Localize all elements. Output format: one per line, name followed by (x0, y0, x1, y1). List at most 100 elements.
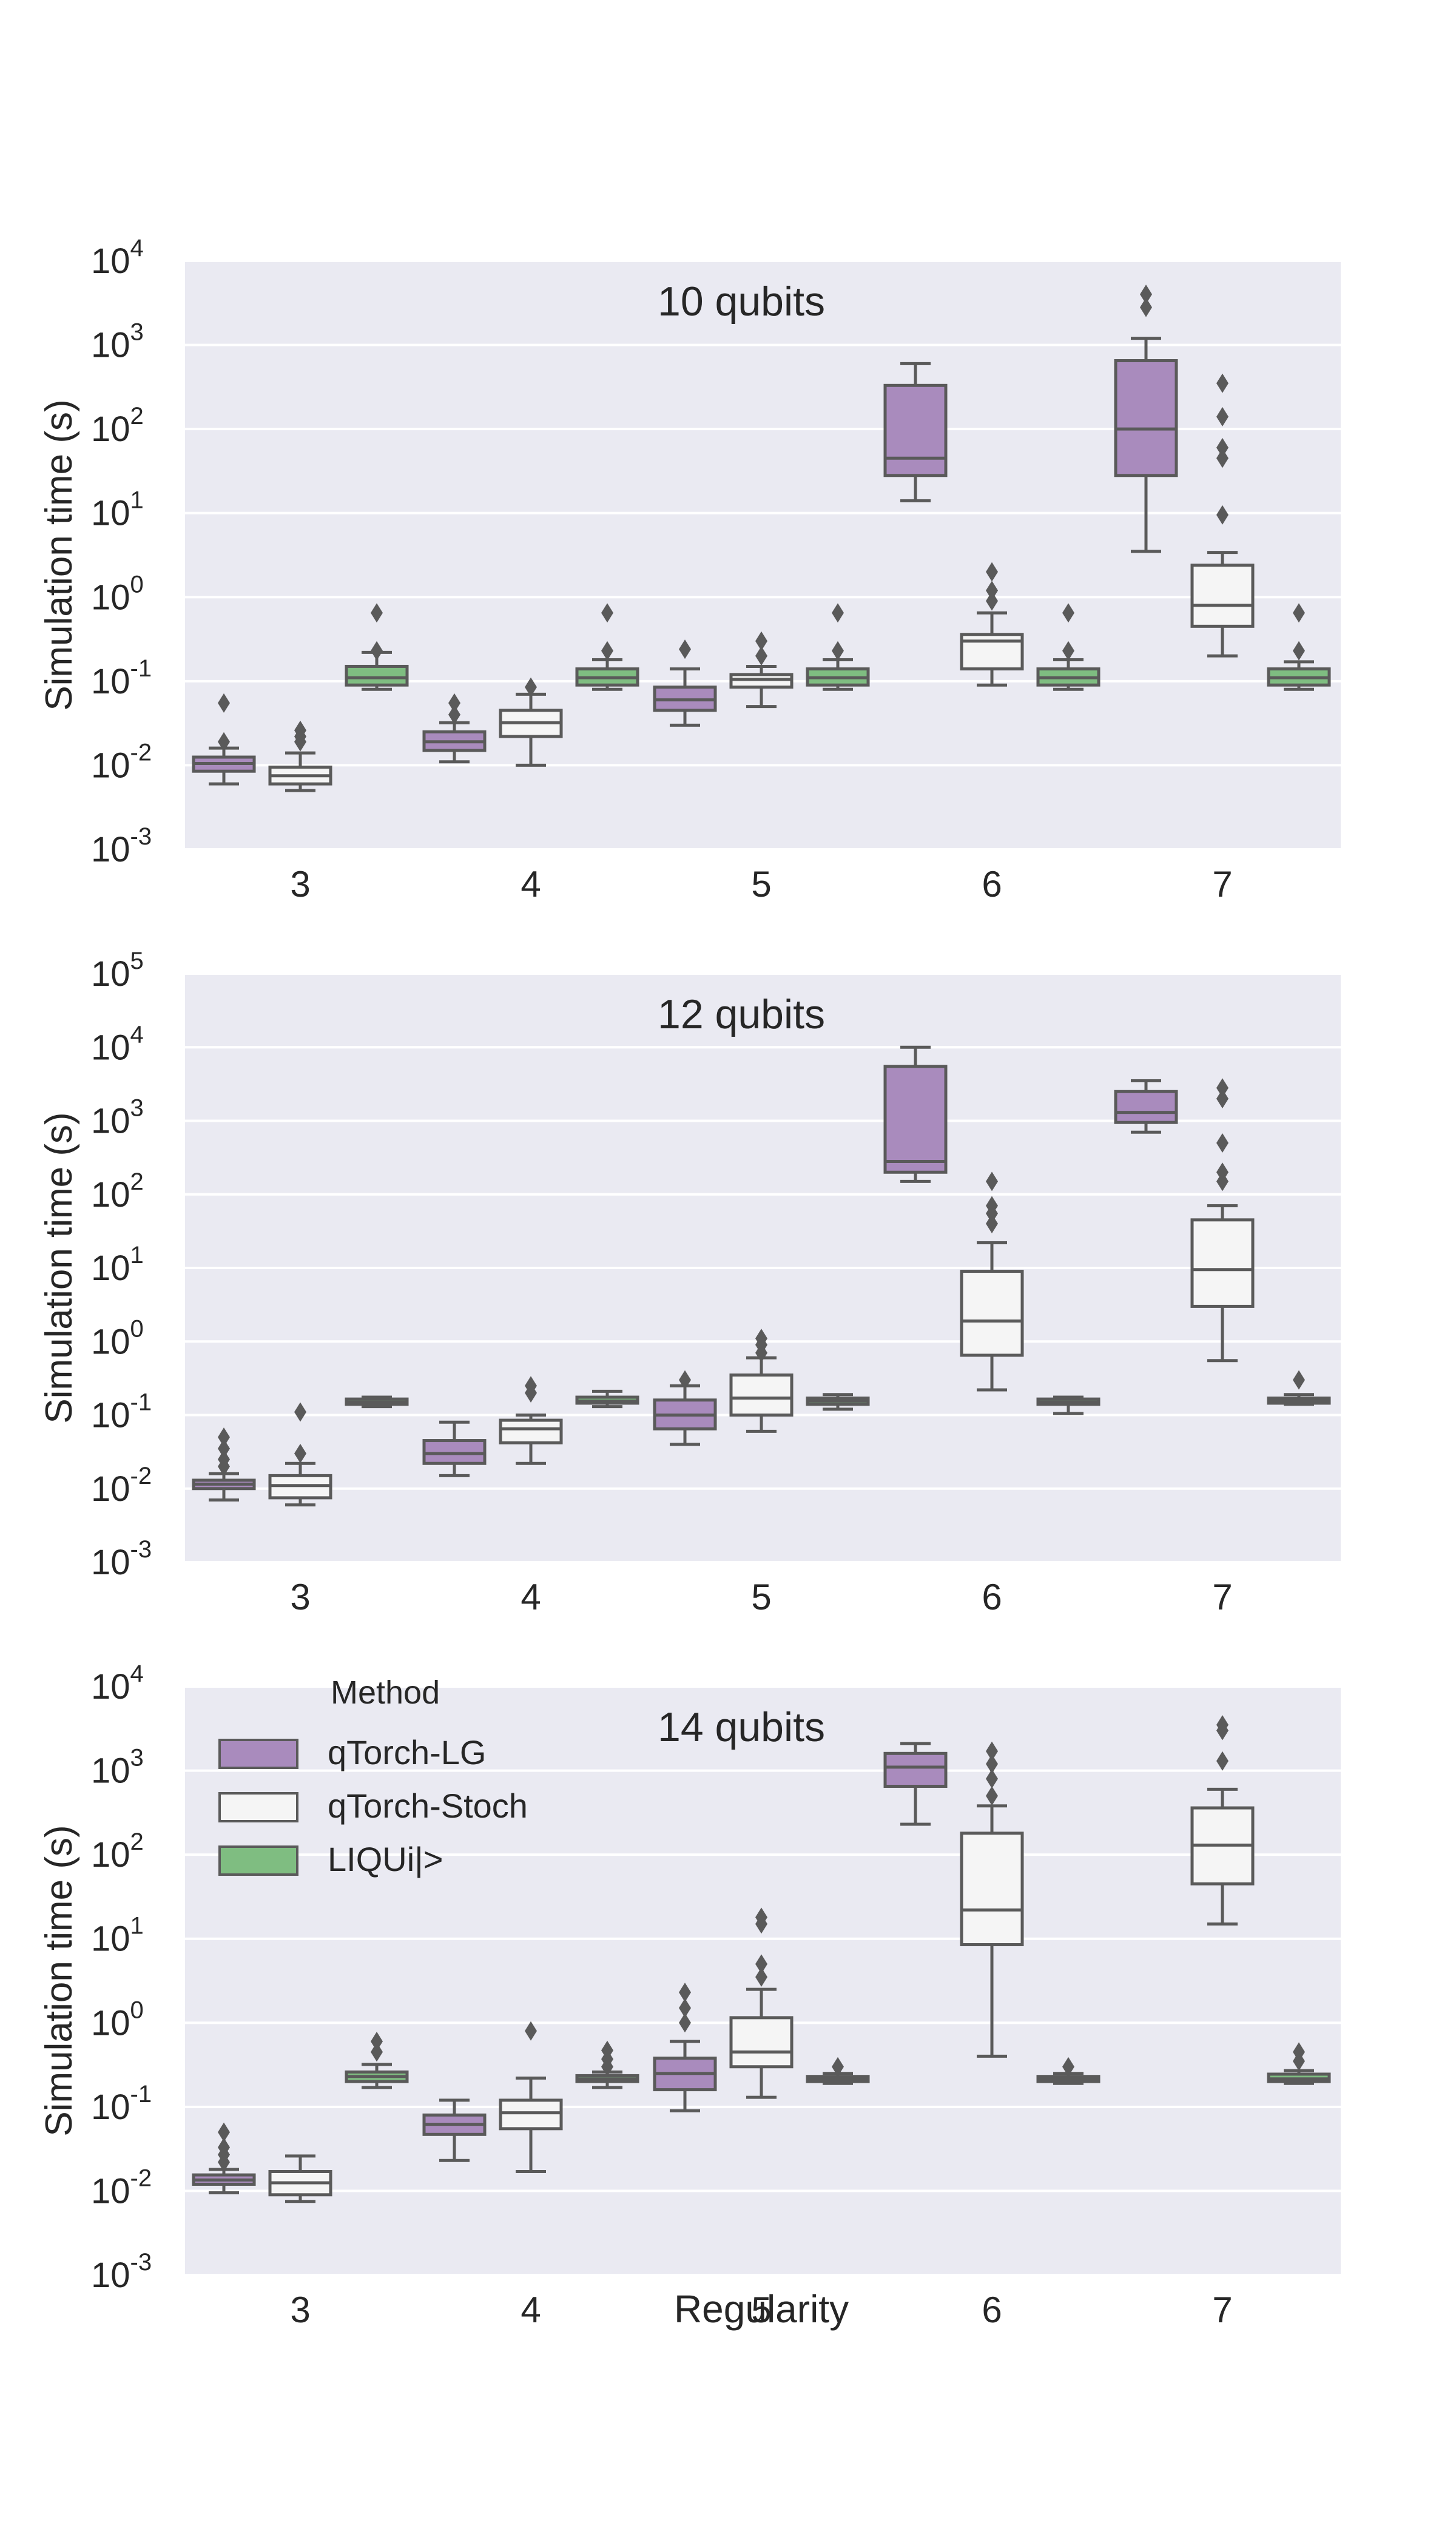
legend-entry: LIQUi|> (218, 1840, 443, 1878)
outlier-point (986, 591, 998, 611)
iqr-box (1114, 1090, 1178, 1124)
iqr-box (1190, 564, 1255, 628)
outlier-point (294, 1443, 306, 1463)
outlier-point (986, 1741, 998, 1761)
y-tick-label: 10-2 (91, 2165, 152, 2211)
outlier-point (1216, 1133, 1228, 1153)
box-qtorch-lg (192, 2122, 256, 2195)
outlier-point (1216, 373, 1228, 393)
box-liqui- (345, 2032, 409, 2089)
box-qtorch-stoch (960, 562, 1024, 687)
outlier-point (448, 705, 460, 725)
box-liqui- (1036, 2057, 1100, 2085)
y-tick-label: 101 (91, 1242, 144, 1288)
box-qtorch-lg (1114, 1079, 1178, 1134)
iqr-box (499, 2098, 563, 2131)
outlier-point (832, 2057, 844, 2077)
box-qtorch-stoch (499, 1376, 563, 1465)
chart-title: 14 qubits (658, 1704, 825, 1750)
box-qtorch-stoch (268, 720, 332, 792)
legend: Method qTorch-LG qTorch-Stoch LIQUi|> (218, 1674, 528, 1878)
outlier-point (525, 2021, 537, 2041)
chart-panel-3: 10-3 10-2 10-1 100 101 102 103 104 3 4 5 6 7 14 qubit… (38, 1660, 1341, 2330)
x-tick-label: 3 (290, 1577, 310, 1617)
x-tick-label: 6 (982, 864, 1002, 905)
box-qtorch-lg (653, 1370, 717, 1446)
y-tick-label: 104 (91, 235, 144, 281)
y-tick-label: 105 (91, 948, 144, 994)
y-tick-label: 103 (91, 1745, 144, 1791)
outlier-point (679, 1370, 691, 1390)
box-liqui- (575, 2040, 639, 2089)
box-qtorch-lg (192, 693, 256, 786)
y-tick-label: 10-3 (91, 1536, 152, 1582)
y-tick-label: 101 (91, 1913, 144, 1959)
outlier-point (1216, 448, 1228, 468)
outlier-point (371, 603, 383, 623)
outlier-point (679, 1983, 691, 2003)
outlier-point (755, 1954, 767, 1974)
y-tick-label: 10-1 (91, 655, 152, 701)
y-tick-label: 10-1 (91, 1389, 152, 1435)
iqr-box (1114, 359, 1178, 477)
box-qtorch-lg (653, 1983, 717, 2112)
y-tick-label: 102 (91, 403, 144, 449)
box-liqui- (1267, 1370, 1331, 1406)
outlier-point (1216, 1715, 1228, 1735)
iqr-box (729, 1373, 794, 1417)
box-qtorch-lg (883, 362, 948, 502)
y-tick-label: 103 (91, 319, 144, 365)
outlier-point (755, 631, 767, 651)
iqr-box (883, 1751, 948, 1788)
legend-entry: qTorch-Stoch (218, 1787, 528, 1825)
y-tick-label: 100 (91, 1315, 144, 1361)
y-tick-label: 102 (91, 1168, 144, 1215)
box-qtorch-lg (422, 693, 487, 764)
x-tick-label: 6 (982, 1577, 1002, 1617)
outlier-point (218, 1449, 230, 1469)
x-axis-label: Regularity (674, 2287, 849, 2331)
outlier-point (525, 1376, 537, 1396)
legend-swatch (218, 1845, 298, 1876)
outlier-point (1216, 437, 1228, 457)
box-liqui- (1036, 1395, 1100, 1415)
x-tick-label: 7 (1212, 1577, 1232, 1617)
box-liqui- (345, 603, 409, 691)
outlier-point (1293, 2042, 1305, 2062)
outlier-point (832, 641, 844, 661)
y-tick-label: 104 (91, 1021, 144, 1067)
outlier-point (601, 603, 613, 623)
box-liqui- (345, 1395, 409, 1409)
outlier-point (986, 1786, 998, 1806)
x-tick-label: 6 (982, 2290, 1002, 2330)
box-qtorch-stoch (1190, 1715, 1255, 1926)
outlier-point (1140, 285, 1152, 305)
y-tick-label: 10-3 (91, 823, 152, 869)
outlier-point (986, 1196, 998, 1216)
outlier-point (294, 1402, 306, 1422)
y-tick-label: 10-2 (91, 739, 152, 785)
outlier-point (986, 562, 998, 582)
legend-label: qTorch-LG (328, 1733, 486, 1771)
iqr-box (499, 1418, 563, 1444)
outlier-point (1216, 1751, 1228, 1771)
box-qtorch-stoch (499, 677, 563, 767)
x-tick-label: 3 (290, 864, 310, 905)
box-qtorch-stoch (960, 1741, 1024, 2058)
legend-swatch (218, 1792, 298, 1822)
box-qtorch-stoch (1190, 1078, 1255, 1363)
iqr-box (883, 1065, 948, 1174)
outlier-point (1216, 406, 1228, 426)
outlier-point (679, 639, 691, 659)
iqr-box (345, 664, 409, 687)
iqr-box (960, 1270, 1024, 1357)
legend-label: LIQUi|> (328, 1840, 443, 1878)
chart-panel-1: 10-3 10-2 10-1 100 101 102 103 104 3 4 5 6 7 10 qubit… (38, 235, 1341, 905)
legend-title: Method (331, 1674, 440, 1711)
outlier-point (986, 581, 998, 601)
outlier-point (1293, 603, 1305, 623)
box-liqui- (1267, 2042, 1331, 2085)
outlier-point (601, 641, 613, 661)
outlier-point (832, 603, 844, 623)
